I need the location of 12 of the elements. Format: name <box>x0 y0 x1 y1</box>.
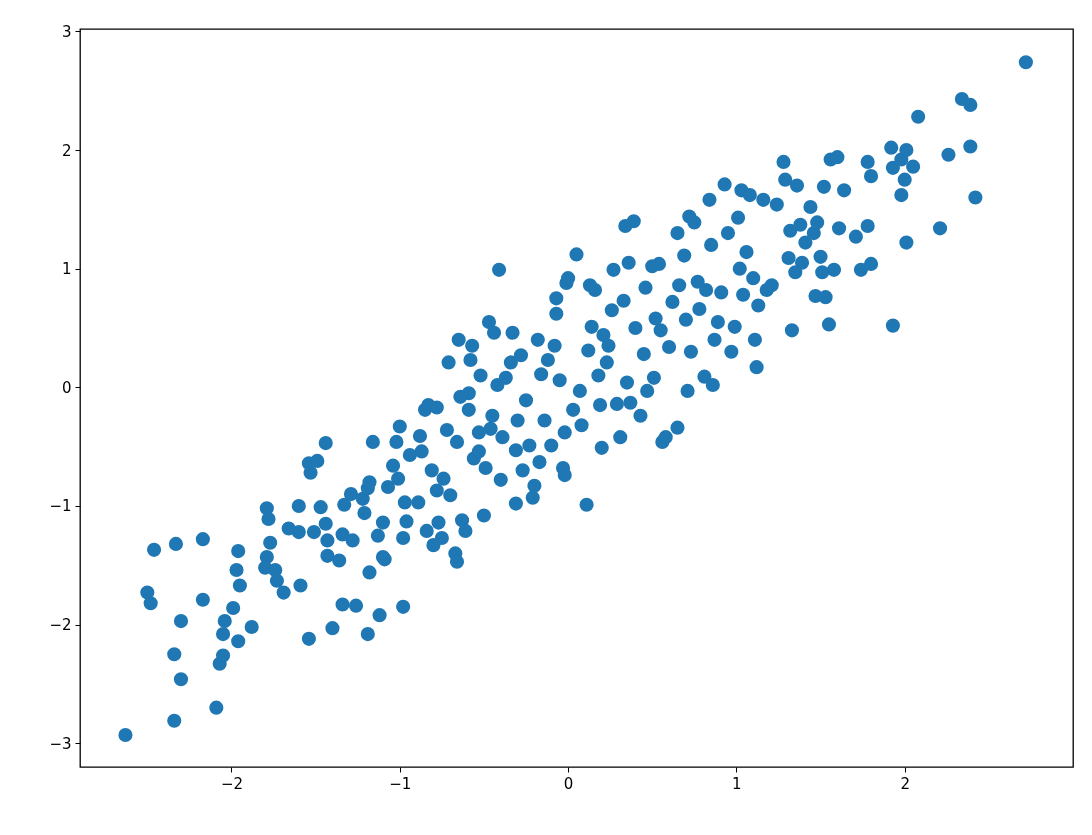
y-tick-label: −3 <box>49 734 72 753</box>
x-tick-label: −2 <box>220 774 244 793</box>
x-tick-label: −1 <box>389 774 412 793</box>
y-tick-label: 1 <box>61 260 72 279</box>
y-tick-label: 3 <box>61 22 72 41</box>
y-tick-label: 2 <box>61 141 72 160</box>
y-tick-label: −1 <box>49 497 72 516</box>
x-tick-label: 1 <box>732 774 742 793</box>
y-tick-label: −2 <box>49 616 72 635</box>
x-tick-label: 2 <box>900 774 910 793</box>
x-tick-label: 0 <box>563 774 574 793</box>
y-tick-label: 0 <box>61 378 72 397</box>
